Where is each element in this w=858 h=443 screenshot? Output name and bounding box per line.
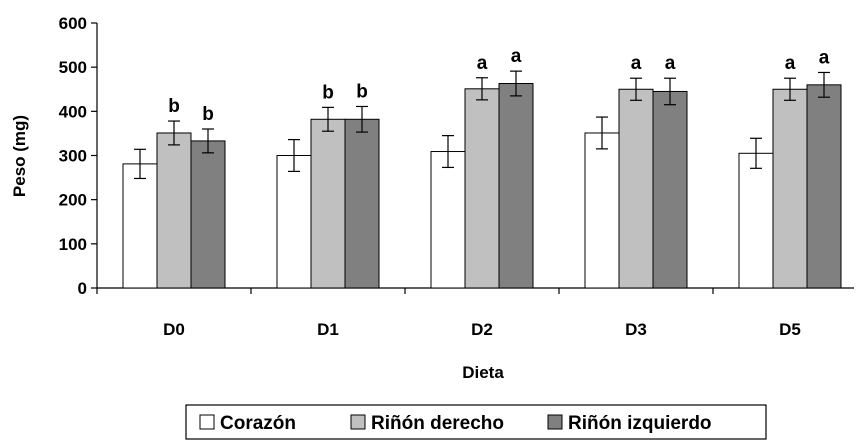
legend: Corazón Riñón derecho Riñón izquierdo <box>185 404 767 440</box>
x-tick-label: D0 <box>163 320 185 339</box>
bar <box>498 83 534 289</box>
significance-label: a <box>785 53 796 74</box>
y-tick-label: 600 <box>59 14 87 33</box>
significance-label: b <box>202 104 214 125</box>
x-tick-label: D5 <box>779 320 801 339</box>
y-tick-label: 200 <box>59 191 87 210</box>
bar <box>464 88 500 289</box>
significance-label: a <box>665 53 676 74</box>
legend-swatch <box>350 414 366 430</box>
x-tick-label: D1 <box>317 320 339 339</box>
y-tick-label: 500 <box>59 58 87 77</box>
bar <box>430 151 466 289</box>
bar <box>806 84 842 289</box>
plot-area: 0 100 200 300 400 500 600 D0 b b D1 b b D2 a a D3 a a D5 a a <box>59 14 854 339</box>
x-tick-label: D3 <box>625 320 647 339</box>
significance-label: b <box>322 82 334 103</box>
legend-box <box>185 404 767 440</box>
bar <box>344 118 380 289</box>
legend-swatch <box>547 414 563 430</box>
significance-label: b <box>168 96 180 117</box>
significance-label: a <box>477 53 488 74</box>
significance-label: a <box>631 53 642 74</box>
bar <box>618 88 654 289</box>
significance-label: a <box>511 46 522 67</box>
y-tick-label: 300 <box>59 147 87 166</box>
legend-label: Corazón <box>220 413 296 434</box>
significance-label: b <box>356 81 368 102</box>
bar <box>276 155 312 289</box>
legend-label: Riñón izquierdo <box>568 413 712 434</box>
x-axis-title: Dieta <box>462 363 504 382</box>
x-tick-label: D2 <box>471 320 493 339</box>
bar <box>122 163 158 289</box>
y-axis-title: Peso (mg) <box>10 115 29 197</box>
y-tick-label: 400 <box>59 102 87 121</box>
bar <box>190 140 226 289</box>
bar <box>156 132 192 289</box>
y-tick-label: 100 <box>59 235 87 254</box>
bar <box>310 118 346 289</box>
bar <box>584 132 620 289</box>
bar <box>772 88 808 289</box>
bar <box>652 90 688 289</box>
y-tick-label: 0 <box>78 279 87 298</box>
legend-swatch <box>199 414 215 430</box>
significance-label: a <box>819 47 830 68</box>
legend-label: Riñón derecho <box>371 413 504 434</box>
bar <box>738 152 774 289</box>
